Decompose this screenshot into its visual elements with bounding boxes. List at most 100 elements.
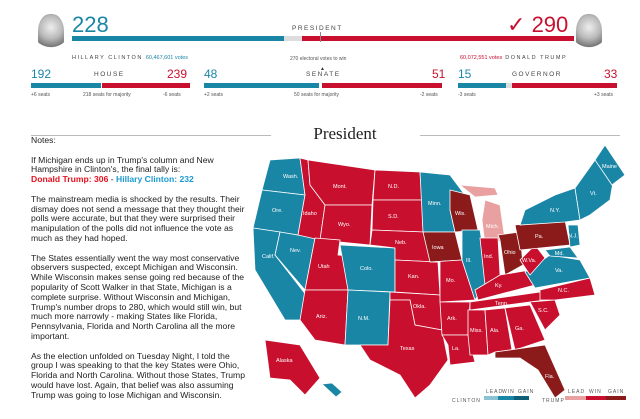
state-part[interactable] bbox=[458, 184, 499, 198]
state-sc[interactable] bbox=[529, 299, 561, 331]
trump-name-text: DONALD TRUMP bbox=[505, 55, 568, 61]
state-alaska[interactable] bbox=[264, 339, 321, 396]
state-maine[interactable] bbox=[594, 144, 626, 186]
tally-clinton: Hillary Clinton: 232 bbox=[116, 174, 194, 185]
state-ny[interactable] bbox=[519, 187, 581, 226]
house-rep: 239 bbox=[167, 67, 188, 81]
state-iowa[interactable] bbox=[422, 231, 463, 263]
state-ill[interactable] bbox=[461, 229, 489, 301]
state-ga[interactable] bbox=[504, 304, 546, 351]
governor-rep-bar bbox=[512, 83, 617, 88]
house-label: HOUSE bbox=[94, 71, 125, 78]
state-label: Wyo. bbox=[338, 222, 351, 228]
senate-rep-change: -2 seats bbox=[420, 92, 438, 98]
legend-dem-lead-swatch bbox=[484, 396, 498, 400]
legend-dem-win: WIN bbox=[502, 389, 515, 395]
state-nev[interactable] bbox=[274, 231, 316, 291]
state-va[interactable] bbox=[524, 254, 591, 289]
state-nm[interactable] bbox=[344, 289, 391, 346]
notes-p4: As the election unfolded on Tuesday Nigh… bbox=[31, 350, 245, 400]
state-ala[interactable] bbox=[484, 307, 513, 356]
state-label: Pa. bbox=[535, 234, 544, 240]
state-tenn[interactable] bbox=[469, 291, 546, 311]
win-marker bbox=[320, 32, 321, 42]
state-label: Idaho bbox=[303, 211, 317, 217]
state-utah[interactable] bbox=[304, 237, 351, 291]
state-calif[interactable] bbox=[252, 227, 311, 321]
notes-heading: Notes: bbox=[31, 135, 56, 145]
state-label: Fla. bbox=[545, 374, 555, 380]
state-vt[interactable] bbox=[574, 159, 616, 221]
state-texas[interactable] bbox=[359, 299, 449, 399]
clinton-bar bbox=[72, 36, 284, 41]
state-part[interactable] bbox=[321, 382, 343, 398]
state-idaho[interactable] bbox=[297, 157, 326, 241]
state-label: N.C. bbox=[558, 288, 569, 294]
governor-dem-change: -3 seats bbox=[458, 92, 476, 98]
state-label: Vt. bbox=[590, 191, 597, 197]
notes-p1: If Michigan ends up in Trump's column an… bbox=[31, 154, 246, 185]
governor-label: GOVERNOR bbox=[512, 71, 562, 78]
trump-bar bbox=[302, 36, 574, 41]
state-label: Nev. bbox=[290, 248, 301, 254]
state-wis[interactable] bbox=[449, 189, 479, 233]
state-label: Wis. bbox=[455, 211, 466, 217]
state-mont[interactable] bbox=[307, 159, 376, 206]
state-miss[interactable] bbox=[467, 309, 489, 356]
state-label: Ga. bbox=[515, 326, 524, 332]
clinton-votes: 60,467,601 votes bbox=[145, 55, 189, 61]
state-label: N.J. bbox=[568, 234, 578, 240]
notes: Notes: If Michigan ends up in Trump's co… bbox=[31, 135, 246, 410]
state-label: Ala. bbox=[490, 328, 500, 334]
state-label: Mont. bbox=[333, 184, 347, 190]
state-ariz[interactable] bbox=[299, 289, 349, 346]
state-wash[interactable] bbox=[261, 157, 306, 196]
state-ark[interactable] bbox=[439, 301, 471, 336]
state-okla[interactable] bbox=[389, 291, 443, 331]
state-la[interactable] bbox=[441, 334, 476, 366]
legend-trump-label: TRUMP bbox=[542, 398, 565, 404]
tally-trump: Donald Trump: 306 bbox=[31, 174, 109, 185]
state-kan[interactable] bbox=[394, 259, 441, 296]
notes-p1-text: If Michigan ends up in Trump's column an… bbox=[31, 154, 214, 175]
legend-clinton-label: CLINTON bbox=[452, 398, 481, 404]
senate-label: SENATE bbox=[306, 71, 341, 78]
state-mo[interactable] bbox=[429, 259, 476, 303]
state-sd[interactable] bbox=[371, 199, 424, 233]
governor-rep-change: +3 seats bbox=[594, 92, 614, 98]
state-neb[interactable] bbox=[369, 229, 436, 263]
state-minn[interactable] bbox=[419, 171, 466, 233]
state-wyo[interactable] bbox=[319, 204, 373, 246]
state-label: Neb. bbox=[395, 240, 407, 246]
state-wva[interactable] bbox=[519, 244, 546, 276]
state-label: Ill. bbox=[466, 258, 472, 264]
state-pa[interactable] bbox=[514, 219, 571, 251]
state-label: Kan. bbox=[408, 274, 420, 280]
state-label: Alaska bbox=[276, 358, 293, 364]
legend-dem-lead: LEAD bbox=[486, 389, 504, 395]
state-label: Ore. bbox=[272, 208, 283, 214]
state-nd[interactable] bbox=[372, 169, 423, 201]
governor-undecided-bar bbox=[506, 83, 512, 88]
state-ohio[interactable] bbox=[497, 231, 524, 276]
state-label: Utah bbox=[318, 264, 330, 270]
house-rep-bar bbox=[102, 83, 190, 88]
house-dem-change: +6 seats bbox=[31, 92, 51, 98]
trump-electoral-value: 290 bbox=[531, 12, 569, 37]
state-md[interactable] bbox=[544, 246, 579, 259]
state-ky[interactable] bbox=[474, 269, 536, 301]
state-ore[interactable] bbox=[252, 189, 306, 236]
senate-rep-bar bbox=[322, 83, 442, 88]
state-label: Ky. bbox=[495, 283, 503, 289]
state-nc[interactable] bbox=[539, 277, 596, 301]
legend-dem-gain-swatch bbox=[514, 396, 529, 400]
senate-dem-change: +2 seats bbox=[204, 92, 224, 98]
to-win: 270 electoral votes to win bbox=[290, 56, 347, 62]
state-colo[interactable] bbox=[339, 244, 396, 293]
governor-dem-bar bbox=[458, 83, 506, 88]
state-label: Iowa bbox=[432, 245, 445, 251]
clinton-portrait bbox=[38, 14, 64, 52]
state-ind[interactable] bbox=[479, 237, 501, 286]
state-nj[interactable] bbox=[567, 224, 581, 248]
state-mich[interactable] bbox=[481, 199, 506, 246]
